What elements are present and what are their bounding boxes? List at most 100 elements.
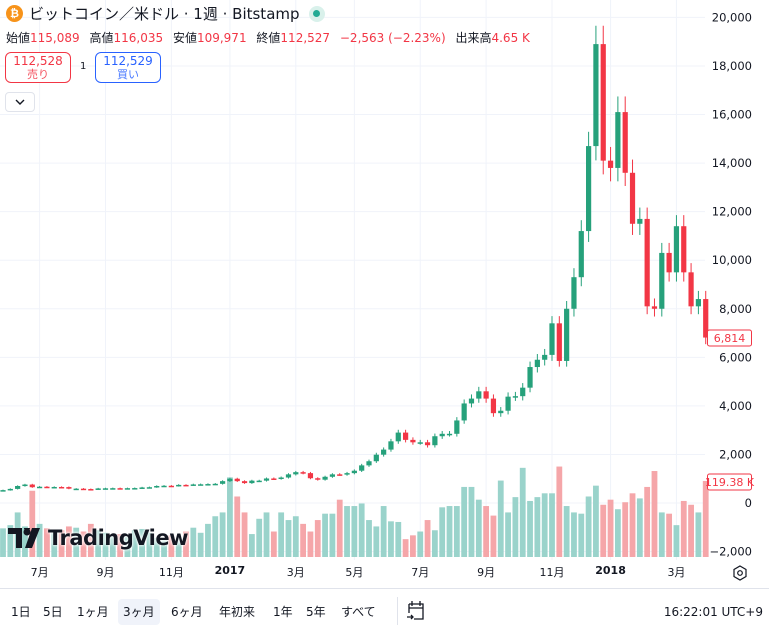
volume-bar bbox=[461, 486, 468, 557]
candle-body bbox=[622, 112, 628, 173]
candle-body bbox=[154, 486, 160, 488]
candle bbox=[58, 486, 65, 489]
volume-bar bbox=[358, 503, 365, 557]
candle-body bbox=[600, 44, 606, 161]
volume-value: 4.65 K bbox=[491, 31, 530, 45]
buy-button[interactable]: 112,529 買い bbox=[95, 52, 161, 83]
volume-bar bbox=[527, 500, 533, 557]
candle-body bbox=[490, 398, 497, 414]
volume-bar bbox=[424, 520, 431, 557]
candle-body bbox=[703, 299, 709, 338]
range-button[interactable]: 6ヶ月 bbox=[171, 605, 203, 619]
candle-body bbox=[673, 226, 680, 273]
range-button[interactable]: 1年 bbox=[273, 605, 293, 619]
candle bbox=[644, 207, 650, 315]
candle-body bbox=[564, 308, 570, 361]
volume-bar bbox=[673, 525, 680, 557]
range-button[interactable]: 年初来 bbox=[219, 605, 256, 619]
candle-body bbox=[520, 387, 526, 397]
candle-body bbox=[212, 483, 218, 486]
candle bbox=[593, 25, 599, 161]
price-axis[interactable]: 20,000 18,000 16,000 14,000 12,000 10,000 8,00… bbox=[709, 10, 752, 558]
candle-body bbox=[410, 439, 416, 443]
range-button[interactable]: 1ヶ月 bbox=[77, 605, 109, 619]
candle-body bbox=[95, 488, 101, 490]
candle bbox=[432, 433, 438, 448]
time-axis-label: 3月 bbox=[286, 566, 305, 579]
candle bbox=[549, 316, 555, 361]
last-volume-tag-box bbox=[707, 473, 752, 491]
candle bbox=[359, 463, 365, 472]
clock-timezone[interactable]: 16:22:01 UTC+9 bbox=[663, 605, 763, 619]
candle-body bbox=[446, 433, 453, 436]
candle bbox=[198, 483, 204, 486]
volume-bar bbox=[0, 528, 6, 557]
candle bbox=[102, 487, 109, 490]
candle bbox=[483, 386, 489, 403]
candle bbox=[241, 480, 248, 484]
candle-body bbox=[80, 488, 87, 491]
range-button[interactable]: 5日 bbox=[43, 605, 63, 619]
candle bbox=[146, 486, 152, 489]
symbol-header[interactable]: ₿ ビットコイン／米ドル · 1週 · Bitstamp bbox=[6, 3, 325, 24]
close-label: 終値 bbox=[256, 31, 281, 45]
volume-bar bbox=[241, 512, 248, 557]
candle-body bbox=[417, 442, 423, 444]
range-button[interactable]: 5年 bbox=[306, 605, 326, 619]
candle bbox=[395, 429, 401, 444]
candle bbox=[205, 483, 211, 486]
candle-body bbox=[432, 436, 438, 446]
range-button[interactable]: 1日 bbox=[11, 605, 31, 619]
candle bbox=[637, 207, 643, 235]
candle bbox=[117, 487, 123, 490]
volume-bar bbox=[95, 530, 102, 557]
volume-bar bbox=[446, 506, 453, 557]
candle bbox=[578, 220, 584, 287]
volume-bar bbox=[131, 530, 138, 557]
volume-bar bbox=[571, 512, 577, 557]
range-button[interactable]: 3ヶ月 bbox=[118, 599, 160, 625]
candle bbox=[373, 452, 379, 463]
candle bbox=[351, 469, 357, 475]
candle-body bbox=[688, 272, 694, 307]
volume-bar bbox=[29, 490, 36, 557]
volume-bar bbox=[314, 520, 321, 557]
candle-body bbox=[534, 359, 540, 368]
bitcoin-icon: ₿ bbox=[6, 5, 23, 22]
candle-body bbox=[205, 484, 211, 486]
volume-bar bbox=[431, 530, 438, 557]
price-chart[interactable]: 20,00018,00016,00014,00012,00010,0008,00… bbox=[0, 0, 769, 588]
sell-button[interactable]: 112,528 売り bbox=[5, 52, 71, 83]
volume-bar bbox=[300, 523, 307, 557]
candle bbox=[7, 488, 13, 491]
candle bbox=[695, 290, 701, 315]
sell-price: 112,528 bbox=[13, 54, 63, 68]
chart-settings-icon[interactable] bbox=[732, 565, 748, 581]
candle bbox=[293, 470, 299, 476]
go-to-date-icon[interactable] bbox=[405, 599, 427, 623]
candle-body bbox=[285, 474, 292, 478]
time-axis-label: 2018 bbox=[595, 564, 626, 577]
time-axis-label: 5月 bbox=[345, 566, 364, 579]
volume-bar bbox=[688, 504, 694, 557]
volume-bar bbox=[373, 526, 380, 557]
volume-bar bbox=[190, 527, 197, 557]
candle bbox=[322, 475, 328, 481]
price-axis-label: −2,000 bbox=[709, 545, 752, 559]
volume-bar bbox=[256, 518, 263, 557]
candle-body bbox=[329, 474, 335, 477]
volume-bar bbox=[292, 516, 299, 557]
candle-body bbox=[168, 485, 174, 488]
volume-bar bbox=[183, 531, 189, 557]
price-axis-label: 12,000 bbox=[712, 205, 752, 219]
range-button[interactable]: すべて bbox=[341, 605, 376, 619]
low-label: 安値 bbox=[172, 31, 197, 45]
candle bbox=[556, 316, 562, 367]
candle-body bbox=[615, 112, 621, 168]
last-price-tag: 6,814 bbox=[714, 332, 746, 345]
candle-body bbox=[7, 488, 13, 491]
volume-bar bbox=[263, 512, 270, 557]
collapse-legend-button[interactable] bbox=[5, 92, 35, 112]
candle-body bbox=[234, 478, 240, 482]
grid bbox=[0, 0, 705, 560]
